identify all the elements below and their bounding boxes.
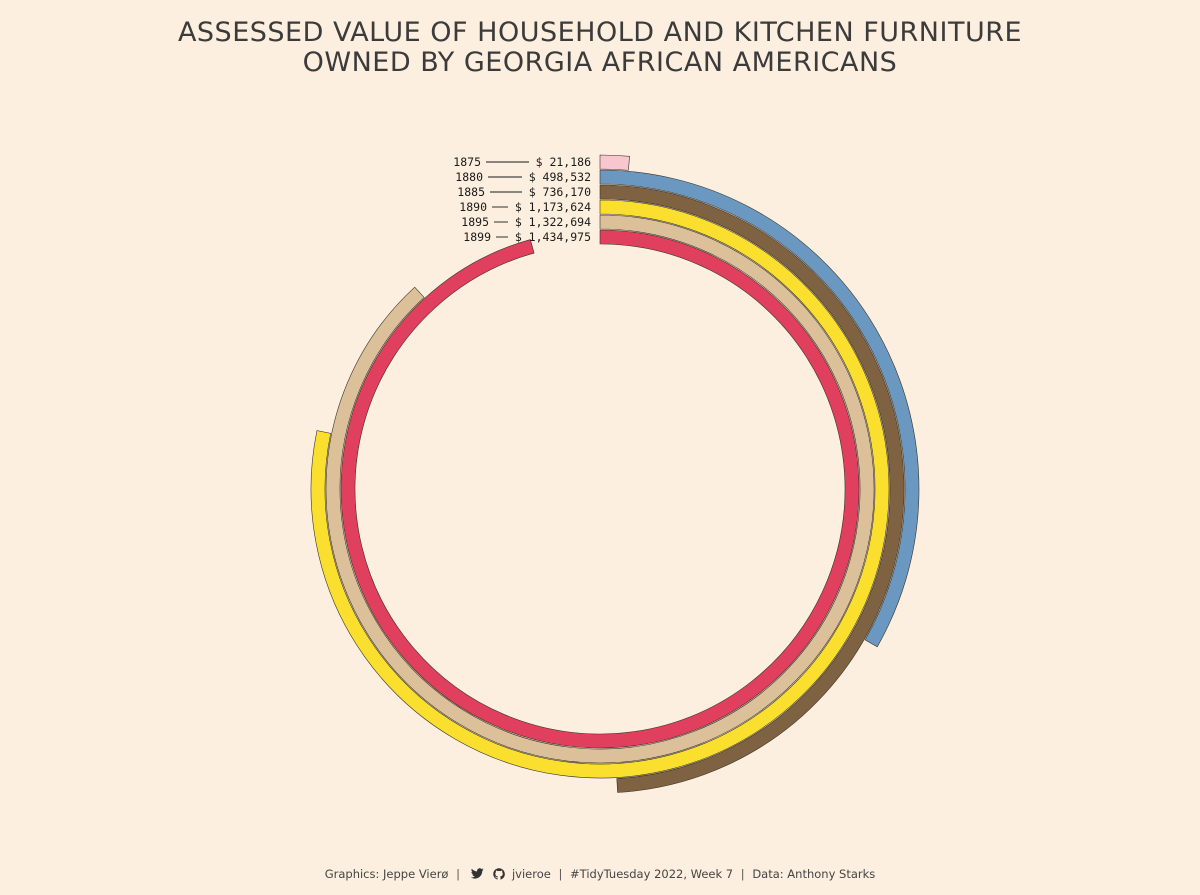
caption-data-source: Data: Anthony Starks bbox=[752, 867, 876, 881]
caption: Graphics: Jeppe Vierø | jvieroe | #TidyT… bbox=[0, 867, 1200, 881]
arc-1875 bbox=[599, 154, 630, 171]
arc-1895 bbox=[325, 214, 875, 764]
arc-1880 bbox=[599, 169, 920, 648]
twitter-icon[interactable] bbox=[470, 868, 484, 880]
caption-graphics: Graphics: Jeppe Vierø bbox=[324, 867, 449, 881]
arc-1890 bbox=[310, 199, 890, 779]
caption-handle: jvieroe bbox=[511, 867, 551, 881]
value-label-1890: $ 1,173,624 bbox=[515, 200, 591, 214]
chart-title-line-2: OWNED BY GEORGIA AFRICAN AMERICANS bbox=[302, 47, 898, 78]
chart-title: ASSESSED VALUE OF HOUSEHOLD AND KITCHEN … bbox=[0, 18, 1200, 78]
arc-group bbox=[310, 154, 920, 793]
value-label-1880: $ 498,532 bbox=[529, 170, 591, 184]
year-label-1875: 1875 bbox=[453, 155, 481, 169]
label-group: $ 21,186 1875 $ 498,532 1880 $ 736,170 1885 $ … bbox=[453, 155, 591, 244]
value-label-1899: $ 1,434,975 bbox=[515, 230, 591, 244]
value-label-1875: $ 21,186 bbox=[536, 155, 591, 169]
caption-separator: | bbox=[558, 867, 563, 881]
github-icon[interactable] bbox=[493, 868, 506, 880]
year-label-1895: 1895 bbox=[461, 215, 489, 229]
arc-1899 bbox=[340, 229, 860, 749]
year-label-1880: 1880 bbox=[455, 170, 483, 184]
arc-1885 bbox=[599, 184, 905, 793]
value-label-1895: $ 1,322,694 bbox=[515, 215, 591, 229]
caption-tidytuesday: #TidyTuesday 2022, Week 7 bbox=[570, 867, 734, 881]
caption-separator: | bbox=[740, 867, 745, 881]
year-label-1890: 1890 bbox=[459, 200, 487, 214]
caption-separator: | bbox=[456, 867, 460, 881]
chart-title-line-1: ASSESSED VALUE OF HOUSEHOLD AND KITCHEN … bbox=[177, 17, 1023, 48]
year-label-1899: 1899 bbox=[463, 230, 491, 244]
year-label-1885: 1885 bbox=[457, 185, 485, 199]
value-label-1885: $ 736,170 bbox=[529, 185, 591, 199]
